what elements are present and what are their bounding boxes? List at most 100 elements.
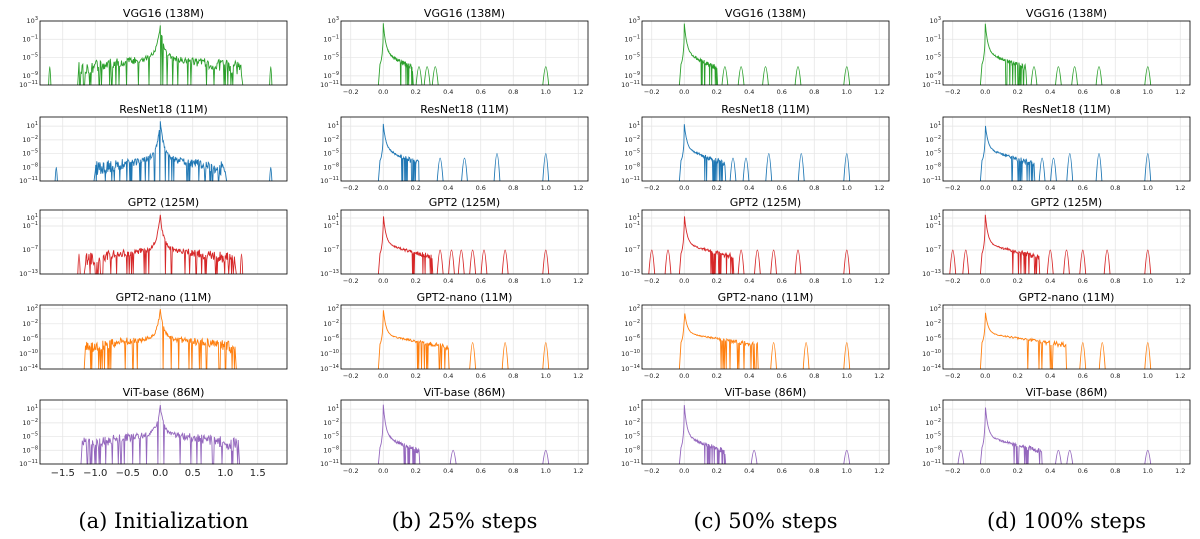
series-spike	[802, 342, 810, 370]
x-tick-label: 0.0	[679, 277, 689, 285]
series-spike	[742, 157, 750, 182]
y-tick-label: 103	[930, 16, 941, 25]
series-spike	[962, 249, 970, 275]
x-tick-label: −1.0	[83, 468, 107, 479]
series-spike	[1046, 249, 1054, 275]
panel-2-1: ResNet18 (11M) 10−11 10−8 10−5 10−2 101 −0.2 0.…	[621, 103, 890, 192]
y-tick-label: 102	[930, 304, 941, 313]
panel-frame	[641, 116, 890, 182]
panel-title: GPT2-nano (11M)	[417, 291, 513, 304]
series-line	[979, 214, 1041, 275]
series-line	[377, 404, 421, 465]
y-tick-label: 10−14	[922, 364, 941, 373]
series-line	[979, 125, 1036, 182]
series-line	[83, 214, 237, 275]
x-tick-label: 0.0	[152, 468, 168, 479]
series-line	[979, 407, 1043, 465]
x-tick-label: 0.8	[1110, 277, 1120, 285]
series-spike	[469, 342, 477, 370]
y-tick-label: 10−11	[320, 176, 339, 185]
panel-frame	[340, 209, 589, 275]
x-tick-label: 0.0	[980, 277, 990, 285]
y-tick-label: 101	[629, 404, 640, 413]
x-tick-label: 1.0	[541, 184, 551, 192]
y-tick-label: 10−11	[19, 176, 38, 185]
x-tick-label: 0.4	[443, 277, 453, 285]
y-tick-label: 10−10	[19, 349, 38, 358]
panel-1-3: GPT2-nano (11M) 10−14 10−10 10−6 10−2 102 −0.2…	[320, 291, 589, 380]
series-spike	[729, 157, 737, 182]
panel-frame	[39, 304, 288, 370]
panel-3-4: ViT-base (86M) 10−11 10−8 10−5 10−2 101 −0.2 0.…	[922, 386, 1191, 475]
series-spike	[269, 66, 273, 86]
x-tick-label: 0.4	[1045, 277, 1055, 285]
x-tick-label: 0.0	[980, 88, 990, 96]
x-tick-label: 0.0	[378, 372, 388, 380]
series-spike	[1079, 342, 1087, 370]
series-spike	[949, 249, 957, 275]
y-tick-label: 10−11	[621, 459, 640, 468]
y-tick-label: 101	[930, 404, 941, 413]
y-tick-label: 101	[27, 404, 38, 413]
x-tick-label: 0.0	[679, 372, 689, 380]
panel-title: VGG16 (138M)	[424, 7, 505, 20]
x-tick-label: 1.0	[217, 468, 233, 479]
x-tick-label: −0.2	[343, 88, 359, 96]
x-tick-label: 0.0	[378, 184, 388, 192]
x-tick-label: 0.6	[476, 88, 486, 96]
series-spike	[501, 249, 509, 275]
x-tick-label: 0.6	[1078, 467, 1088, 475]
caption-col-2: (c) 50% steps	[693, 509, 837, 533]
x-tick-label: 1.0	[541, 467, 551, 475]
series-spike	[239, 253, 244, 275]
y-tick-label: 10−11	[19, 459, 38, 468]
x-tick-label: 0.4	[744, 467, 754, 475]
y-tick-label: 10−2	[323, 418, 339, 427]
x-tick-label: −0.2	[343, 467, 359, 475]
panel-3-3: GPT2-nano (11M) 10−14 10−10 10−6 10−2 102 −0.2…	[922, 291, 1191, 380]
y-tick-label: 10−1	[22, 221, 38, 230]
y-tick-label: 10−6	[624, 334, 640, 343]
y-tick-label: 10−5	[323, 149, 339, 158]
y-tick-label: 10−5	[624, 149, 640, 158]
panel-frame	[39, 209, 288, 275]
x-tick-label: 1.0	[842, 372, 852, 380]
y-tick-label: 10−2	[925, 135, 941, 144]
x-tick-label: −0.2	[644, 372, 660, 380]
x-tick-label: 1.2	[573, 467, 583, 475]
x-tick-label: 0.4	[1045, 88, 1055, 96]
x-tick-label: 0.0	[378, 467, 388, 475]
series-spike	[436, 249, 444, 275]
series-spike	[754, 249, 761, 275]
series-line	[377, 310, 450, 370]
x-tick-label: 0.2	[712, 277, 722, 285]
y-tick-label: 10−2	[22, 418, 38, 427]
x-tick-label: 0.4	[744, 184, 754, 192]
x-tick-label: 0.8	[1110, 467, 1120, 475]
x-tick-label: −0.2	[644, 184, 660, 192]
series-spike	[737, 249, 745, 275]
series-spike	[1095, 153, 1103, 182]
y-tick-label: 101	[328, 404, 339, 413]
y-tick-label: 10−11	[922, 80, 941, 89]
x-tick-label: 0.4	[443, 184, 453, 192]
x-tick-label: 1.0	[541, 88, 551, 96]
x-tick-label: 0.2	[1013, 184, 1023, 192]
y-tick-label: 10−8	[624, 445, 640, 454]
series-line	[678, 405, 727, 465]
x-tick-label: 0.6	[476, 372, 486, 380]
y-tick-label: 10−7	[624, 245, 640, 254]
x-tick-label: 0.2	[712, 467, 722, 475]
x-tick-label: −0.2	[945, 88, 961, 96]
x-tick-label: 0.8	[809, 372, 819, 380]
x-tick-label: 0.8	[809, 88, 819, 96]
series-spike	[542, 449, 550, 465]
y-tick-label: 103	[27, 16, 38, 25]
x-tick-label: 1.0	[1143, 467, 1153, 475]
x-tick-label: −0.2	[945, 372, 961, 380]
y-tick-label: 10−2	[925, 319, 941, 328]
y-tick-label: 10−1	[323, 34, 339, 43]
series-spike	[269, 166, 273, 182]
series-spike	[423, 66, 431, 86]
y-tick-label: 10−6	[323, 334, 339, 343]
